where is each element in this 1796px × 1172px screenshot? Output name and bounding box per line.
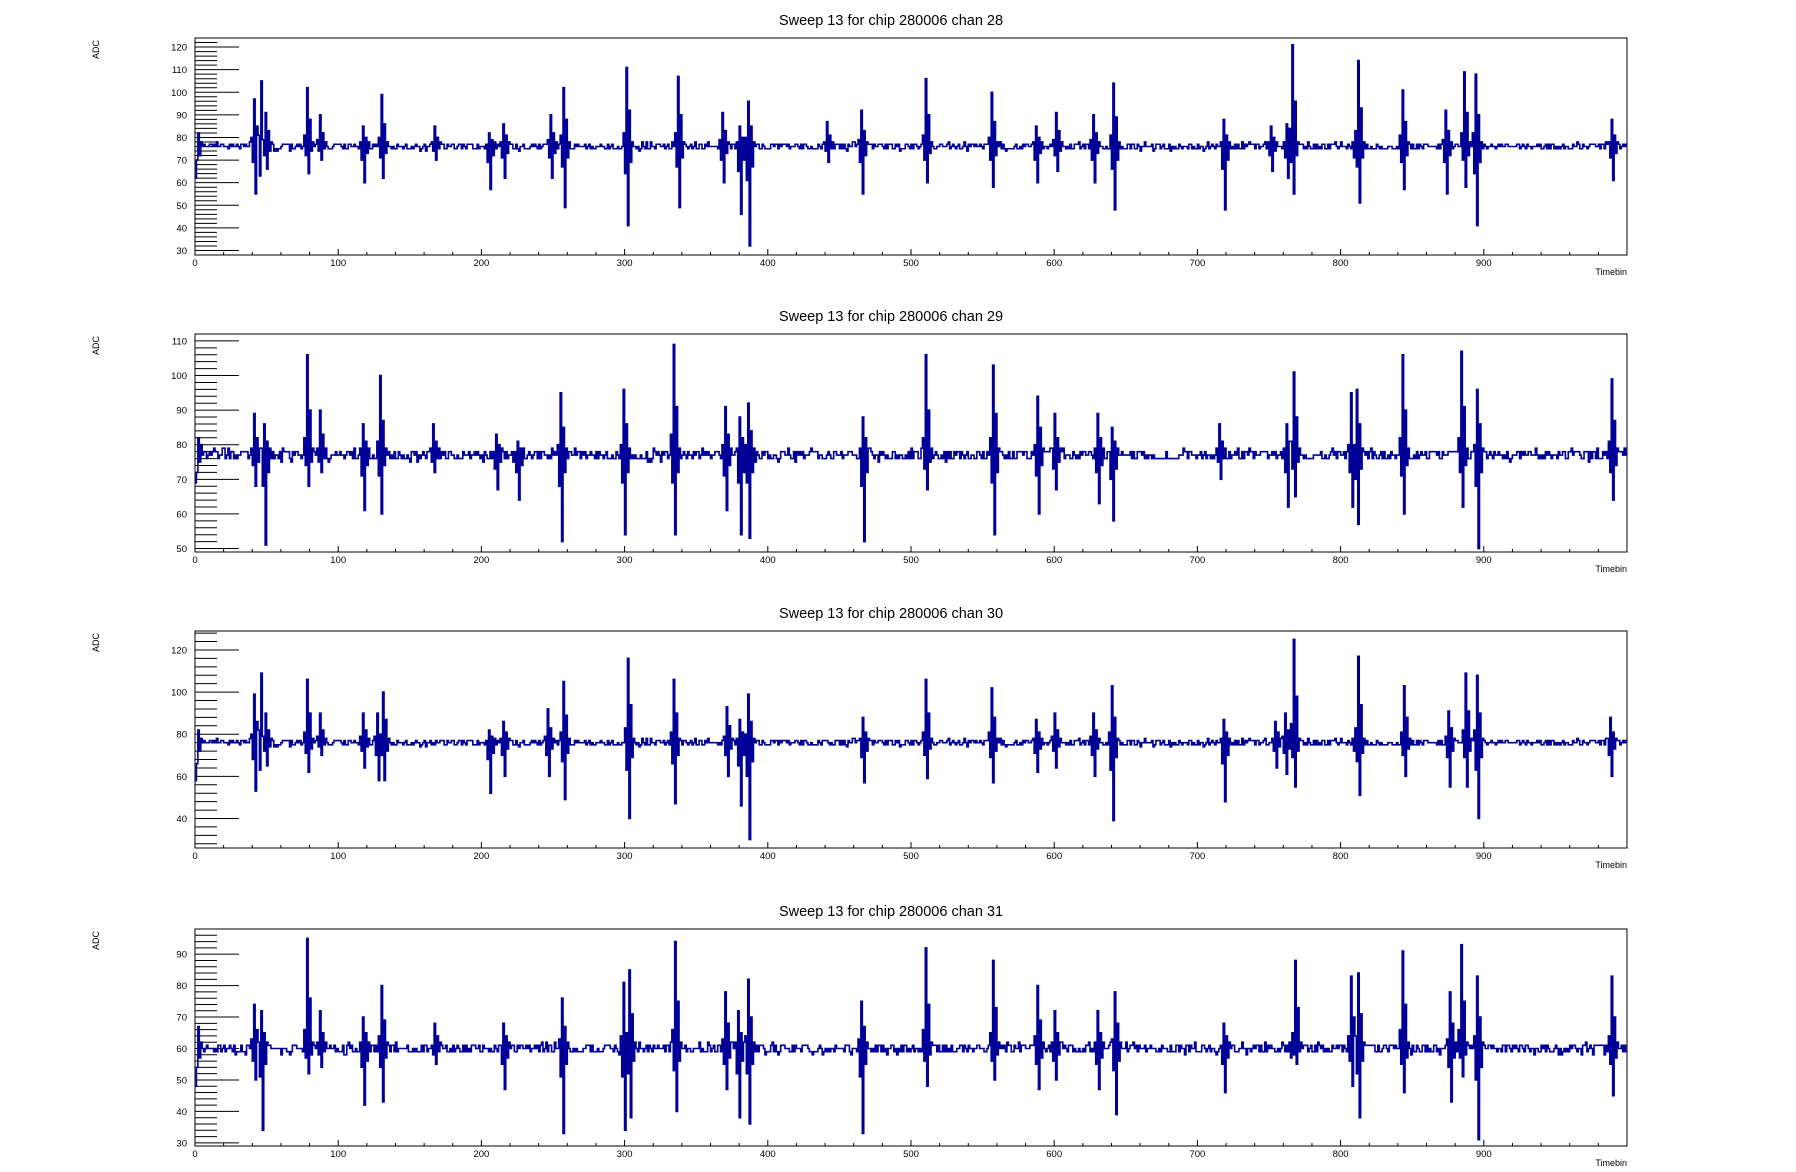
x-tick-label: 900 [1476,1149,1492,1160]
adc-series-line [195,43,1627,247]
y-tick-label: 90 [176,110,187,121]
x-tick-label: 600 [1046,851,1062,862]
plot-frame [194,928,1628,1147]
x-axis-label: Timebin [1595,1158,1627,1168]
y-tick-label: 60 [176,772,187,783]
y-axis-label: ADC [91,40,101,60]
x-tick-label: 500 [903,258,919,269]
y-tick-label: 100 [171,88,187,99]
y-tick-label: 40 [176,814,187,825]
x-tick-label: 800 [1333,851,1349,862]
y-tick-label: 30 [176,246,187,257]
y-tick-label: 120 [171,43,187,54]
x-tick-label: 200 [473,851,489,862]
x-tick-label: 800 [1333,555,1349,566]
x-tick-label: 0 [192,851,197,862]
chart-title: Sweep 13 for chip 280006 chan 28 [779,13,1003,29]
y-tick-label: 110 [172,336,187,347]
x-tick-label: 200 [473,555,489,566]
y-tick-label: 110 [172,65,187,76]
y-tick-label: 40 [176,1107,187,1118]
y-tick-label: 100 [171,371,187,382]
chart-title: Sweep 13 for chip 280006 chan 29 [779,309,1003,325]
y-tick-label: 120 [171,645,187,656]
x-tick-label: 300 [617,258,633,269]
plot-frame [194,333,1628,553]
y-tick-label: 60 [176,178,187,189]
adc-series-line [195,937,1627,1141]
x-tick-label: 0 [192,258,197,269]
x-tick-label: 400 [760,1149,776,1160]
x-tick-label: 400 [760,258,776,269]
y-tick-label: 70 [176,156,187,167]
x-tick-label: 700 [1189,258,1205,269]
x-tick-label: 700 [1189,555,1205,566]
x-tick-label: 800 [1333,258,1349,269]
x-tick-label: 600 [1046,555,1062,566]
x-tick-label: 100 [330,555,346,566]
x-axis-label: Timebin [1595,564,1627,574]
x-tick-label: 200 [473,258,489,269]
chart-panel-0: Sweep 13 for chip 280006 chan 28 ADC Timeb… [91,13,1628,277]
y-tick-label: 80 [176,981,187,992]
x-tick-label: 300 [617,555,633,566]
y-tick-label: 50 [176,201,187,212]
y-tick-label: 80 [176,133,187,144]
y-tick-label: 100 [171,688,187,699]
chart-panel-1: Sweep 13 for chip 280006 chan 29 ADC Timeb… [91,309,1628,574]
chart-title: Sweep 13 for chip 280006 chan 31 [779,904,1003,920]
y-tick-label: 70 [176,475,187,486]
y-tick-label: 30 [176,1138,187,1149]
adc-series-line [195,638,1627,841]
x-tick-label: 500 [903,851,919,862]
y-tick-label: 60 [176,509,187,520]
y-tick-label: 90 [176,950,187,961]
y-tick-label: 40 [176,223,187,234]
y-tick-label: 80 [176,440,187,451]
chart-panel-2: Sweep 13 for chip 280006 chan 30 ADC Timeb… [91,606,1628,870]
x-tick-label: 300 [617,1149,633,1160]
x-tick-label: 700 [1189,851,1205,862]
x-tick-label: 700 [1189,1149,1205,1160]
y-axis-label: ADC [91,336,101,356]
x-tick-label: 500 [903,555,919,566]
y-tick-label: 50 [176,544,187,555]
adc-series-line [195,343,1627,550]
y-tick-label: 80 [176,730,187,741]
x-tick-label: 100 [330,1149,346,1160]
plot-frame [194,630,1628,849]
chart-title: Sweep 13 for chip 280006 chan 30 [779,606,1003,622]
x-axis-label: Timebin [1595,267,1627,277]
y-axis-label: ADC [91,633,101,653]
x-tick-label: 200 [473,1149,489,1160]
x-axis-label: Timebin [1595,860,1627,870]
y-tick-label: 50 [176,1075,187,1086]
x-tick-label: 100 [330,851,346,862]
x-tick-label: 800 [1333,1149,1349,1160]
chart-panel-3: Sweep 13 for chip 280006 chan 31 ADC Timeb… [91,904,1628,1168]
y-tick-label: 60 [176,1044,187,1055]
x-tick-label: 300 [617,851,633,862]
x-tick-label: 500 [903,1149,919,1160]
x-tick-label: 400 [760,555,776,566]
y-axis-label: ADC [91,931,101,951]
x-tick-label: 100 [330,258,346,269]
x-tick-label: 900 [1476,258,1492,269]
x-tick-label: 600 [1046,1149,1062,1160]
x-tick-label: 0 [192,555,197,566]
x-tick-label: 0 [192,1149,197,1160]
y-tick-label: 70 [176,1013,187,1024]
x-tick-label: 900 [1476,555,1492,566]
y-tick-label: 90 [176,406,187,417]
x-tick-label: 900 [1476,851,1492,862]
x-tick-label: 600 [1046,258,1062,269]
x-tick-label: 400 [760,851,776,862]
